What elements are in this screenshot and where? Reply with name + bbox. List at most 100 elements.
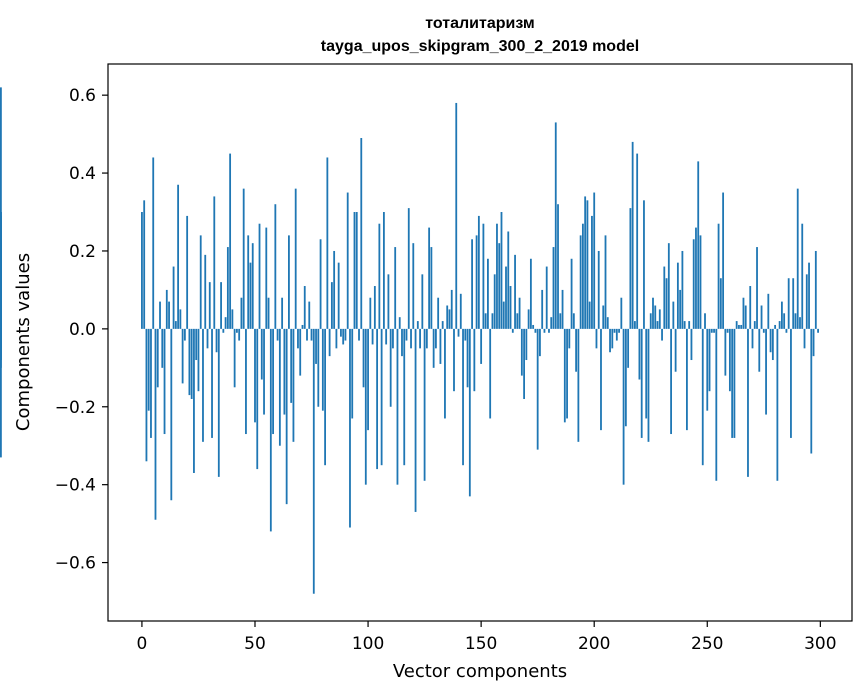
plot-frame [107, 63, 853, 622]
bar-239 [681, 250, 684, 329]
bar-198 [588, 301, 591, 329]
bar-293 [803, 328, 806, 349]
bar-298 [814, 250, 817, 329]
bar-27 [202, 328, 204, 442]
bar-166 [516, 313, 519, 329]
bar-288 [792, 278, 795, 329]
bar-229 [658, 309, 661, 329]
bar-184 [557, 204, 559, 329]
bar-173 [532, 324, 535, 329]
bar-undefined [0, 87, 2, 329]
bar-99 [364, 328, 367, 485]
y-axis-label: Components values [13, 253, 34, 431]
bar-231 [663, 266, 666, 329]
bar-181 [550, 317, 553, 329]
bar-218 [634, 321, 636, 329]
bar-47 [247, 235, 250, 329]
bar-281 [776, 328, 779, 481]
bar-214 [624, 328, 627, 427]
bar-220 [638, 328, 641, 380]
bar-14 [172, 266, 175, 329]
bar-226 [652, 297, 654, 329]
bar-103 [373, 286, 376, 329]
bar-95 [355, 212, 358, 329]
bar-286 [787, 278, 790, 329]
bar-196 [584, 196, 587, 329]
bar-1 [143, 200, 146, 329]
bar-80 [321, 328, 324, 411]
bar-254 [715, 328, 718, 481]
bar-74 [308, 301, 311, 329]
bar-283 [780, 301, 783, 329]
bar-50 [254, 328, 256, 423]
bar-57 [269, 328, 272, 532]
bar-112 [394, 247, 397, 329]
bar-98 [362, 328, 365, 388]
bar-117 [405, 328, 408, 341]
bar-67 [292, 328, 295, 442]
bar-156 [493, 274, 496, 329]
bar-46 [245, 328, 247, 435]
bar-113 [396, 328, 399, 485]
bar-177 [541, 289, 544, 329]
bar-133 [441, 321, 444, 329]
bar-100 [367, 328, 369, 431]
bar-69 [297, 328, 299, 349]
bar-272 [756, 247, 758, 329]
bar-149 [477, 215, 480, 329]
bar-205 [604, 235, 607, 329]
y-tick-label: −0.4 [55, 476, 96, 496]
bar-292 [801, 223, 804, 329]
bar-73 [306, 328, 308, 341]
bar-273 [758, 328, 761, 372]
bar-277 [767, 293, 770, 329]
bar-116 [403, 328, 406, 466]
bar-126 [425, 328, 428, 349]
bar-143 [464, 328, 467, 341]
bar-155 [491, 313, 494, 329]
y-tick-label: −0.6 [55, 554, 96, 574]
bar-44 [240, 297, 243, 329]
bar-168 [520, 328, 523, 376]
bar-165 [514, 254, 516, 329]
bar-261 [731, 328, 734, 438]
bar-85 [333, 250, 336, 329]
bar-79 [319, 239, 322, 329]
bar-107 [382, 212, 385, 329]
bar-238 [679, 289, 682, 329]
bar-160 [502, 301, 505, 329]
bar-289 [794, 313, 797, 329]
bar-148 [475, 235, 478, 329]
bar-5 [152, 157, 155, 329]
bar-30 [208, 282, 211, 329]
bar-124 [421, 274, 424, 329]
bar-213 [622, 328, 625, 485]
bar-83 [328, 328, 331, 357]
bar-11 [165, 289, 168, 329]
bar-2 [145, 328, 148, 462]
bar-245 [695, 227, 697, 329]
bar-265 [740, 324, 743, 329]
bar-93 [351, 328, 354, 419]
bar-65 [288, 235, 290, 329]
bar-56 [267, 297, 270, 329]
bar-194 [579, 235, 582, 329]
bar-17 [179, 309, 182, 329]
bar-223 [645, 328, 648, 419]
bar-153 [487, 258, 489, 329]
bar-209 [613, 328, 616, 333]
bar-240 [683, 321, 686, 329]
bar-260 [728, 328, 731, 392]
bar-268 [747, 328, 749, 477]
bar-49 [251, 243, 254, 329]
bar-167 [518, 297, 521, 329]
bar-237 [676, 262, 679, 329]
bar-276 [765, 328, 767, 415]
bar-24 [195, 328, 198, 361]
bar-212 [620, 297, 623, 329]
bar-279 [771, 328, 774, 361]
bar-246 [697, 161, 700, 329]
bar-78 [317, 328, 320, 407]
